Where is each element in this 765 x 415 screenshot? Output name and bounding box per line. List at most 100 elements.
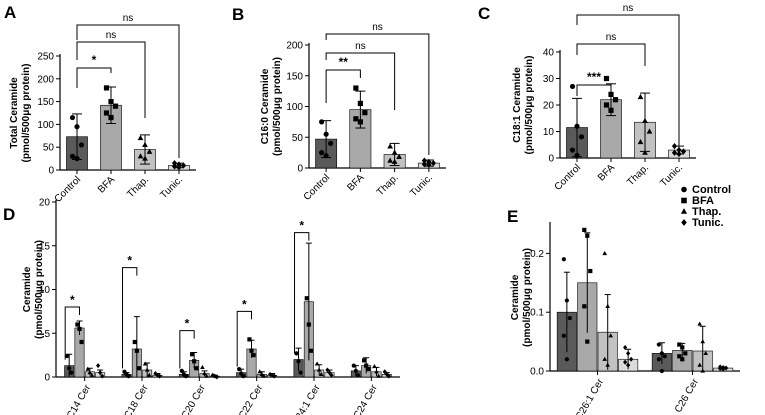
y-tick-label: 40 bbox=[543, 48, 555, 59]
significance-label: ** bbox=[339, 55, 349, 69]
x-tick-label: C26 Cer bbox=[673, 376, 701, 414]
data-point bbox=[157, 373, 162, 379]
data-point bbox=[183, 374, 189, 379]
data-point bbox=[642, 117, 648, 123]
significance-bracket bbox=[76, 24, 180, 158]
data-point bbox=[355, 373, 361, 378]
x-tick-label: Control bbox=[302, 172, 333, 203]
data-point bbox=[144, 367, 150, 372]
data-point bbox=[237, 367, 242, 372]
data-point bbox=[325, 367, 330, 373]
data-point bbox=[680, 345, 685, 350]
data-point bbox=[608, 333, 614, 338]
y-tick-label: 250 bbox=[37, 52, 54, 63]
data-point bbox=[87, 370, 93, 375]
data-point bbox=[171, 160, 178, 167]
data-point bbox=[142, 141, 148, 147]
data-point bbox=[74, 156, 80, 162]
data-point bbox=[656, 342, 661, 347]
significance-label: * bbox=[299, 219, 304, 233]
panel-d: D 0 5 10 15 20 Ceramide (pmol/500μg protein) C14… bbox=[3, 198, 400, 415]
y-tick-label: 100 bbox=[286, 102, 303, 113]
y-axis-label: C18:1 Ceramide (pmol/500μg protein) bbox=[512, 56, 535, 155]
data-point bbox=[582, 304, 587, 309]
significance-label: ns bbox=[355, 41, 366, 52]
panel-letter: B bbox=[232, 5, 244, 24]
data-point bbox=[703, 350, 709, 356]
y-tick-label: 20 bbox=[543, 101, 555, 112]
data-point bbox=[190, 352, 195, 357]
y-tick-label: 5 bbox=[44, 329, 50, 340]
y-tick-label: 50 bbox=[43, 143, 55, 154]
data-point bbox=[637, 138, 644, 145]
data-point bbox=[69, 370, 74, 375]
data-point bbox=[697, 362, 703, 367]
data-point bbox=[210, 372, 215, 378]
data-point bbox=[697, 321, 703, 326]
x-tick-label: Tunic. bbox=[408, 172, 435, 199]
data-point bbox=[134, 348, 139, 353]
y-tick-label: 150 bbox=[37, 97, 54, 108]
data-point bbox=[574, 123, 580, 129]
panel-letter: C bbox=[478, 4, 490, 23]
data-point bbox=[112, 103, 119, 109]
data-point bbox=[629, 356, 634, 362]
data-point bbox=[137, 153, 144, 159]
y-tick-label: 30 bbox=[543, 74, 555, 85]
data-point bbox=[251, 353, 256, 358]
data-point bbox=[65, 353, 70, 359]
data-point bbox=[69, 114, 76, 121]
significance-bracket bbox=[64, 306, 81, 360]
data-point bbox=[605, 362, 611, 367]
x-tick-label: Control bbox=[53, 174, 84, 205]
data-point bbox=[362, 358, 367, 363]
data-point bbox=[564, 298, 569, 303]
data-point bbox=[351, 363, 356, 368]
data-point bbox=[212, 373, 217, 379]
significance-bracket bbox=[294, 232, 310, 354]
data-point bbox=[179, 368, 184, 373]
data-point bbox=[316, 367, 322, 372]
y-tick-label: 0.1 bbox=[530, 308, 544, 319]
x-tick-label: C26:1 Cer bbox=[574, 376, 607, 415]
significance-bracket bbox=[76, 67, 112, 88]
data-point bbox=[85, 366, 91, 371]
y-tick-label: 0 bbox=[297, 164, 303, 175]
data-point bbox=[319, 150, 325, 156]
panel-letter: A bbox=[4, 3, 16, 22]
data-point bbox=[426, 161, 432, 169]
data-point bbox=[126, 374, 131, 379]
data-point bbox=[637, 93, 644, 100]
data-point bbox=[421, 161, 427, 168]
x-tick-label: BFA bbox=[345, 172, 366, 193]
data-point bbox=[353, 116, 359, 122]
significance-label: * bbox=[70, 293, 75, 307]
data-point bbox=[374, 369, 379, 374]
significance-label: * bbox=[185, 317, 190, 331]
y-axis-label-line: Ceramide bbox=[510, 274, 521, 320]
data-point bbox=[357, 100, 363, 107]
bar bbox=[74, 327, 85, 378]
data-point bbox=[569, 147, 576, 153]
data-point bbox=[327, 370, 332, 376]
significance-bracket bbox=[236, 310, 253, 367]
data-point bbox=[582, 227, 587, 232]
data-point bbox=[132, 339, 137, 345]
y-axis-label-line: C18:1 Ceramide bbox=[512, 67, 523, 143]
data-point bbox=[78, 142, 85, 148]
data-point bbox=[623, 359, 628, 365]
data-point bbox=[656, 357, 661, 362]
panel-a: A 0 50 100 150 200 250 Total Ceramide (pmol/500μ… bbox=[4, 3, 196, 205]
data-point bbox=[103, 110, 110, 116]
panel-letter: E bbox=[507, 207, 518, 226]
data-point bbox=[136, 366, 142, 371]
data-point bbox=[261, 373, 267, 378]
data-point bbox=[391, 158, 398, 164]
data-point bbox=[612, 97, 619, 103]
y-tick-label: 20 bbox=[39, 198, 51, 209]
data-point bbox=[366, 367, 371, 372]
data-point bbox=[98, 370, 103, 376]
data-point bbox=[142, 155, 148, 161]
y-tick-label: 10 bbox=[543, 127, 555, 138]
